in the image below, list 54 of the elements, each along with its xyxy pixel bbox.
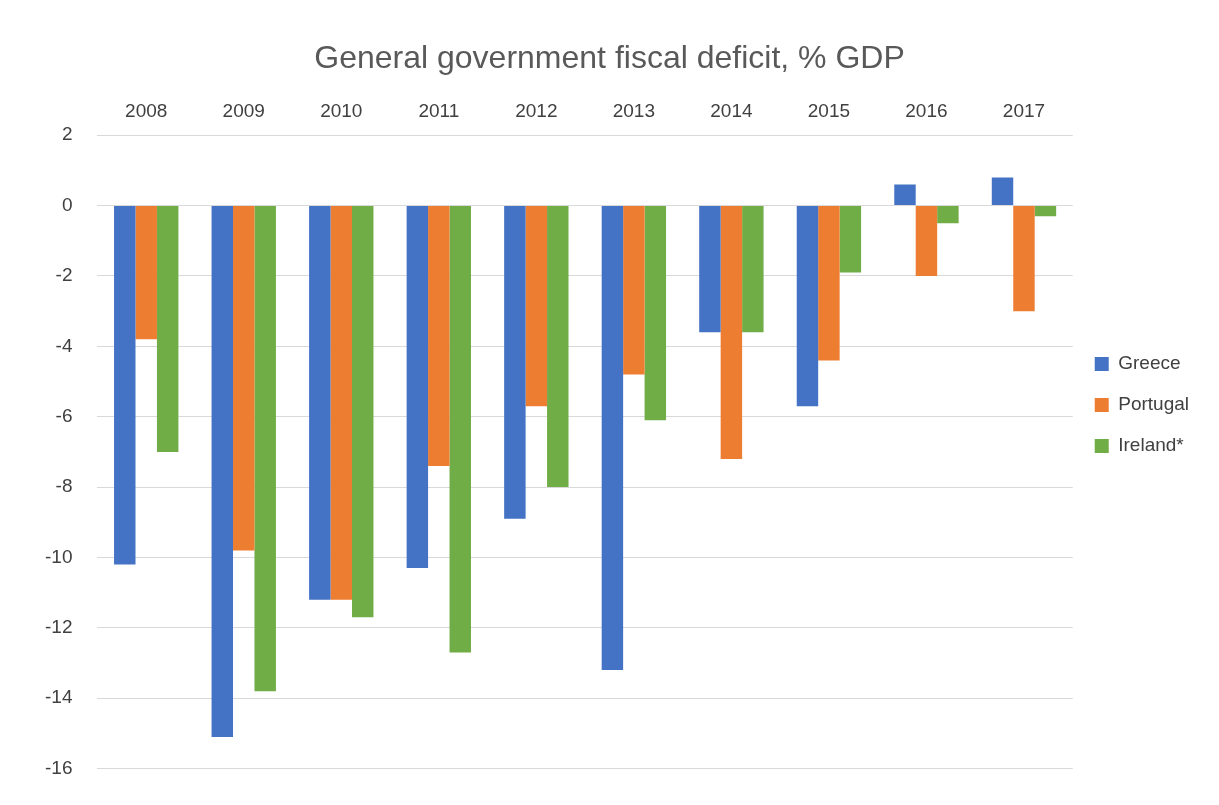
- x-tick-label: 2009: [222, 100, 265, 122]
- y-tick-label: 2: [61, 123, 73, 145]
- bar: [114, 206, 136, 565]
- y-tick-label: 0: [61, 193, 73, 215]
- bar: [309, 206, 331, 600]
- legend-label: Greece: [1118, 352, 1181, 374]
- bar: [352, 206, 374, 618]
- y-tick-label: -10: [44, 545, 73, 567]
- bar: [937, 206, 959, 224]
- bar: [720, 206, 743, 459]
- bar: [1034, 206, 1057, 217]
- bar: [601, 206, 624, 671]
- x-tick-label: 2008: [125, 100, 168, 122]
- bar: [547, 206, 569, 488]
- bar: [818, 206, 840, 361]
- x-tick-label: 2011: [418, 100, 460, 122]
- bar: [699, 206, 721, 333]
- legend-label: Ireland*: [1118, 434, 1185, 456]
- x-tick-label: 2010: [320, 100, 363, 122]
- bar: [991, 177, 1014, 206]
- x-tick-label: 2016: [905, 100, 948, 122]
- bar: [428, 206, 450, 466]
- bar: [449, 206, 471, 653]
- x-tick-label: 2012: [515, 100, 558, 122]
- bar: [839, 206, 862, 273]
- bar: [915, 206, 938, 276]
- bar: [644, 206, 667, 421]
- y-tick-label: -4: [55, 334, 73, 356]
- bar: [406, 206, 429, 569]
- x-tick-label: 2015: [807, 100, 851, 122]
- bar: [525, 206, 548, 407]
- bar: [742, 206, 764, 333]
- y-tick-label: -8: [55, 475, 73, 497]
- chart-title: General government fiscal deficit, % GDP: [314, 39, 905, 76]
- bar: [254, 206, 276, 692]
- bar: [894, 184, 916, 206]
- bar: [211, 206, 234, 737]
- bar: [233, 206, 255, 551]
- bar: [156, 206, 179, 452]
- y-tick-label: -12: [44, 616, 73, 638]
- x-tick-label: 2017: [1002, 100, 1046, 122]
- y-tick-label: -2: [55, 264, 73, 286]
- x-tick-label: 2013: [612, 100, 655, 122]
- x-tick-label: 2014: [710, 100, 753, 122]
- bar: [330, 206, 353, 600]
- bar: [623, 206, 645, 375]
- bar: [504, 206, 526, 519]
- legend-label: Portugal: [1118, 393, 1190, 415]
- y-tick-label: -16: [44, 756, 73, 778]
- bar: [135, 206, 157, 340]
- bar: [796, 206, 819, 407]
- bar: [1013, 206, 1035, 312]
- y-tick-label: -6: [55, 404, 73, 426]
- y-tick-label: -14: [44, 686, 73, 708]
